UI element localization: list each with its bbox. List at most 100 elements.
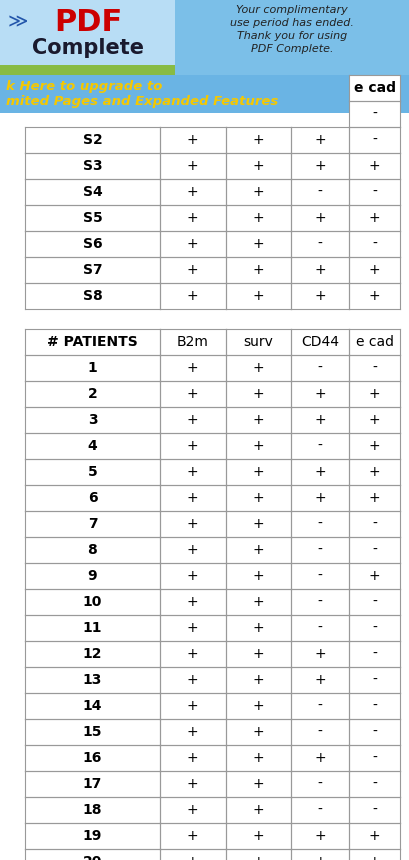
Text: S7: S7 [83, 263, 102, 277]
Text: 2: 2 [88, 387, 97, 401]
Text: +: + [314, 159, 325, 173]
Text: +: + [187, 211, 198, 225]
Text: +: + [314, 263, 325, 277]
Text: -: - [371, 517, 376, 531]
Text: -: - [317, 725, 322, 739]
Text: 17: 17 [83, 777, 102, 791]
Text: -: - [371, 543, 376, 557]
Text: +: + [187, 751, 198, 765]
Text: -: - [371, 777, 376, 791]
Text: +: + [187, 413, 198, 427]
Text: +: + [187, 647, 198, 661]
Text: -: - [317, 517, 322, 531]
Text: +: + [187, 803, 198, 817]
Text: +: + [252, 725, 264, 739]
Text: -: - [371, 133, 376, 147]
Text: +: + [252, 185, 264, 199]
Text: +: + [314, 491, 325, 505]
Text: +: + [252, 361, 264, 375]
Text: B2m: B2m [176, 335, 208, 349]
Text: +: + [252, 803, 264, 817]
Text: S2: S2 [83, 133, 102, 147]
Text: +: + [187, 361, 198, 375]
Text: -: - [371, 361, 376, 375]
Text: 14: 14 [83, 699, 102, 713]
Text: +: + [368, 465, 380, 479]
Text: +: + [252, 491, 264, 505]
Text: +: + [314, 133, 325, 147]
Text: +: + [314, 289, 325, 303]
Text: -: - [317, 621, 322, 635]
Text: 4: 4 [88, 439, 97, 453]
Text: +: + [252, 855, 264, 860]
Text: -: - [371, 185, 376, 199]
Text: +: + [252, 621, 264, 635]
Bar [0, 0, 175, 75]
Text: +: + [368, 829, 380, 843]
Text: +: + [368, 289, 380, 303]
Text: +: + [252, 387, 264, 401]
Text: 10: 10 [83, 595, 102, 609]
Text: +: + [368, 855, 380, 860]
Text: +: + [252, 751, 264, 765]
Text: 6: 6 [88, 491, 97, 505]
Text: -: - [317, 543, 322, 557]
Text: +: + [187, 289, 198, 303]
Text: 19: 19 [83, 829, 102, 843]
Text: +: + [368, 263, 380, 277]
Text: Thank you for using: Thank you for using [236, 31, 346, 41]
Text: +: + [368, 413, 380, 427]
Text: S3: S3 [83, 159, 102, 173]
Text: -: - [317, 595, 322, 609]
Text: +: + [368, 387, 380, 401]
Text: 5: 5 [88, 465, 97, 479]
Text: +: + [187, 387, 198, 401]
Bar [0, 65, 175, 75]
Text: 7: 7 [88, 517, 97, 531]
Text: -: - [371, 107, 376, 121]
Text: 1: 1 [88, 361, 97, 375]
Text: +: + [252, 647, 264, 661]
Text: +: + [187, 491, 198, 505]
Text: +: + [252, 517, 264, 531]
Text: -: - [317, 237, 322, 251]
Text: +: + [187, 133, 198, 147]
Text: PDF: PDF [54, 8, 122, 37]
Text: +: + [314, 647, 325, 661]
Text: +: + [314, 673, 325, 687]
Text: S4: S4 [83, 185, 102, 199]
Text: ≫: ≫ [8, 12, 28, 31]
Text: 8: 8 [88, 543, 97, 557]
Text: 20: 20 [83, 855, 102, 860]
Text: -: - [317, 439, 322, 453]
Text: CD44: CD44 [301, 335, 339, 349]
Text: S6: S6 [83, 237, 102, 251]
Text: +: + [252, 439, 264, 453]
Text: +: + [187, 699, 198, 713]
Text: -: - [317, 777, 322, 791]
Text: +: + [252, 159, 264, 173]
Text: +: + [187, 569, 198, 583]
Text: -: - [371, 699, 376, 713]
Text: -: - [371, 725, 376, 739]
Text: +: + [368, 491, 380, 505]
Text: +: + [368, 159, 380, 173]
Text: +: + [187, 595, 198, 609]
Text: +: + [187, 185, 198, 199]
Text: use period has ended.: use period has ended. [229, 18, 353, 28]
Text: 12: 12 [83, 647, 102, 661]
Text: # PATIENTS: # PATIENTS [47, 335, 137, 349]
Text: +: + [314, 211, 325, 225]
Text: -: - [317, 185, 322, 199]
Text: -: - [317, 699, 322, 713]
Text: +: + [252, 237, 264, 251]
Text: 9: 9 [88, 569, 97, 583]
Text: Complete: Complete [32, 38, 144, 58]
Text: -: - [371, 595, 376, 609]
Text: +: + [187, 621, 198, 635]
Text: +: + [252, 133, 264, 147]
Text: 16: 16 [83, 751, 102, 765]
Text: +: + [252, 595, 264, 609]
Text: +: + [314, 413, 325, 427]
Text: S8: S8 [83, 289, 102, 303]
